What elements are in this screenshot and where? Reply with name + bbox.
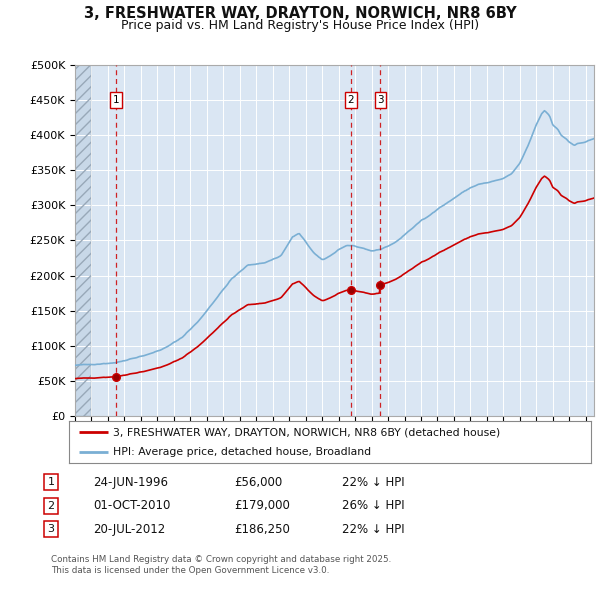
Text: 24-JUN-1996: 24-JUN-1996	[93, 476, 168, 489]
Text: Contains HM Land Registry data © Crown copyright and database right 2025.
This d: Contains HM Land Registry data © Crown c…	[51, 555, 391, 575]
Text: 3, FRESHWATER WAY, DRAYTON, NORWICH, NR8 6BY (detached house): 3, FRESHWATER WAY, DRAYTON, NORWICH, NR8…	[113, 427, 500, 437]
Text: 20-JUL-2012: 20-JUL-2012	[93, 523, 165, 536]
Text: 01-OCT-2010: 01-OCT-2010	[93, 499, 170, 512]
Text: HPI: Average price, detached house, Broadland: HPI: Average price, detached house, Broa…	[113, 447, 371, 457]
Text: 3: 3	[377, 95, 384, 105]
Text: Price paid vs. HM Land Registry's House Price Index (HPI): Price paid vs. HM Land Registry's House …	[121, 19, 479, 32]
Text: 2: 2	[47, 501, 55, 510]
Text: 26% ↓ HPI: 26% ↓ HPI	[342, 499, 404, 512]
Text: £186,250: £186,250	[234, 523, 290, 536]
Text: 1: 1	[112, 95, 119, 105]
Text: 1: 1	[47, 477, 55, 487]
Text: 22% ↓ HPI: 22% ↓ HPI	[342, 523, 404, 536]
Bar	[75, 65, 91, 416]
Bar	[75, 65, 91, 416]
Text: 22% ↓ HPI: 22% ↓ HPI	[342, 476, 404, 489]
Text: £56,000: £56,000	[234, 476, 282, 489]
Text: 2: 2	[347, 95, 354, 105]
Text: £179,000: £179,000	[234, 499, 290, 512]
Text: 3, FRESHWATER WAY, DRAYTON, NORWICH, NR8 6BY: 3, FRESHWATER WAY, DRAYTON, NORWICH, NR8…	[83, 6, 517, 21]
Text: 3: 3	[47, 525, 55, 534]
